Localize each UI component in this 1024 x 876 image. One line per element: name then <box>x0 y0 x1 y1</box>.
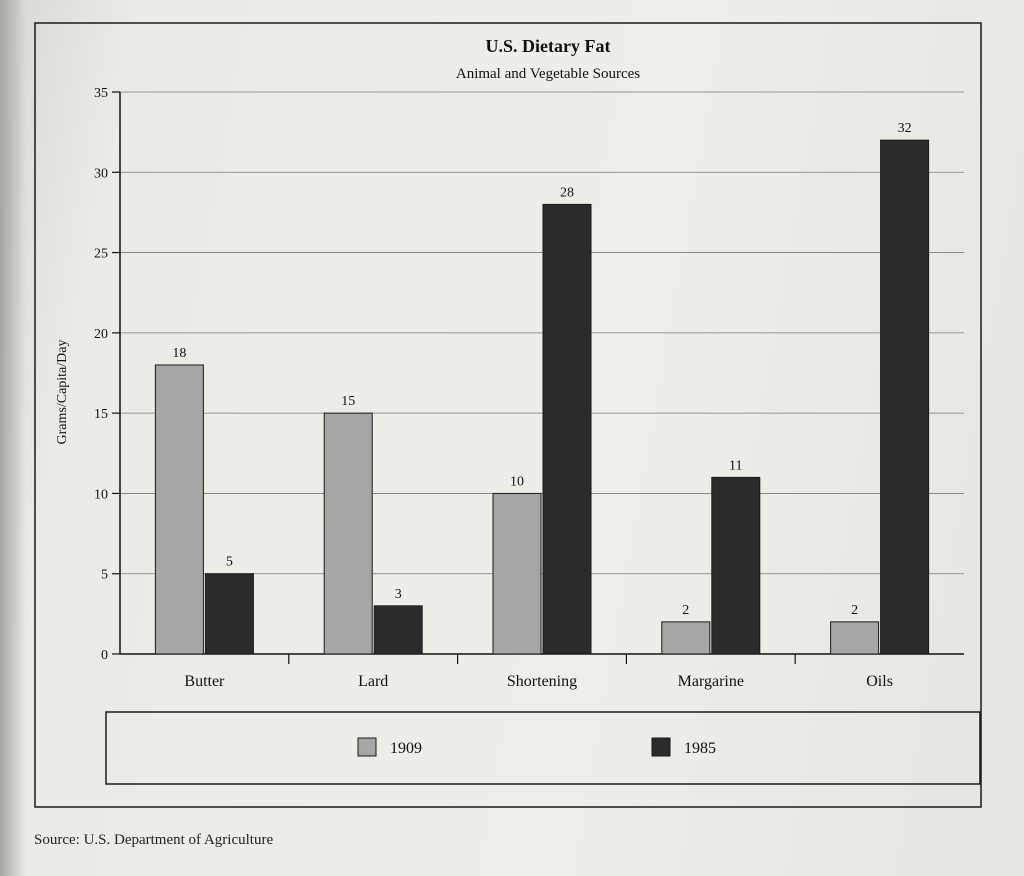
bar-1909-butter <box>154 364 204 655</box>
y-tick-label: 35 <box>94 86 108 101</box>
legend: 1909 1985 <box>357 737 716 757</box>
bar-1985-margarine <box>711 476 761 655</box>
data-label: 18 <box>172 346 186 361</box>
data-label: 2 <box>851 603 858 618</box>
chart-border <box>34 22 982 808</box>
x-tick-label: Butter <box>184 673 225 690</box>
legend-label-1909: 1909 <box>390 740 422 757</box>
page-shadow <box>0 0 26 876</box>
bar-1985-shortening <box>542 203 592 655</box>
data-label: 5 <box>226 555 233 570</box>
bar-1909-shortening <box>492 492 542 655</box>
data-label: 10 <box>510 474 524 489</box>
x-tick-label: Shortening <box>507 673 577 690</box>
bar-1909-lard <box>323 412 373 655</box>
bar-chart: U.S. Dietary Fat Animal and Vegetable So… <box>34 22 982 808</box>
data-label: 32 <box>898 121 912 136</box>
data-label: 2 <box>682 603 689 618</box>
bar-1985-oils <box>880 139 930 655</box>
data-label: 28 <box>560 185 574 200</box>
y-tick-label: 5 <box>101 568 108 583</box>
data-labels: 18 5 15 3 10 28 2 11 2 32 <box>172 121 911 618</box>
x-tick-label: Oils <box>866 673 893 690</box>
bar-1909-margarine <box>661 621 711 655</box>
data-label: 3 <box>395 587 402 602</box>
source-note: Source: U.S. Department of Agriculture <box>34 832 274 848</box>
y-tick-label: 10 <box>94 487 108 502</box>
bars <box>154 139 930 655</box>
y-tick-label: 15 <box>94 407 108 422</box>
bar-1909-oils <box>830 621 880 655</box>
y-tick-label: 30 <box>94 166 108 181</box>
chart-title: U.S. Dietary Fat <box>486 36 611 56</box>
chart-subtitle: Animal and Vegetable Sources <box>456 66 640 82</box>
legend-label-1985: 1985 <box>684 740 716 757</box>
x-tick-label: Lard <box>358 673 388 690</box>
bar-1985-butter <box>204 573 254 655</box>
y-axis-label: Grams/Capita/Day <box>55 340 70 445</box>
legend-box <box>105 711 981 785</box>
grid-lines <box>120 91 964 575</box>
data-label: 11 <box>729 458 742 473</box>
y-tick-label: 0 <box>101 648 108 663</box>
legend-swatch-1909 <box>357 737 377 757</box>
chart-frame: U.S. Dietary Fat Animal and Vegetable So… <box>34 22 982 818</box>
x-tick-label: Margarine <box>678 673 744 690</box>
data-label: 15 <box>341 394 355 409</box>
y-tick-label: 20 <box>94 327 108 342</box>
legend-swatch-1985 <box>651 737 671 757</box>
bar-1985-lard <box>373 605 423 655</box>
y-tick-label: 25 <box>94 247 108 262</box>
